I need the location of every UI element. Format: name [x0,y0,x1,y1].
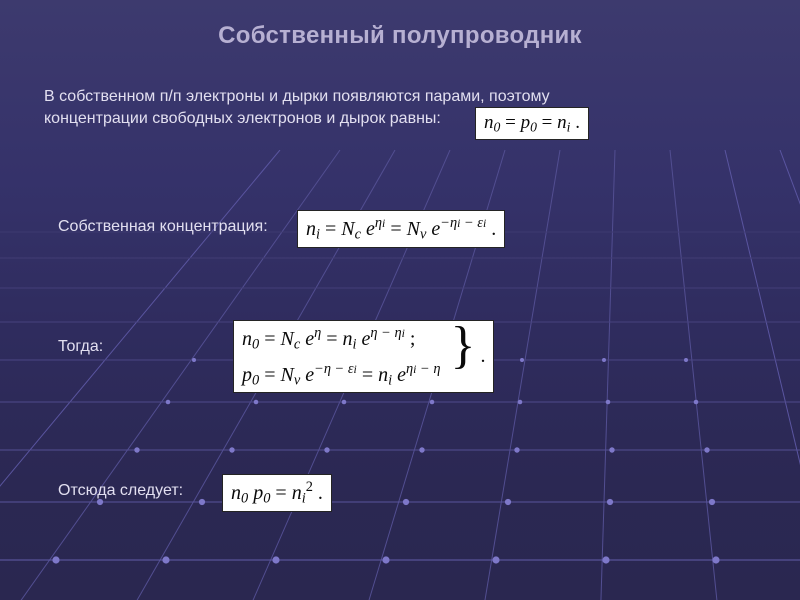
slide-content: Собственный полупроводник В собственном … [0,0,800,600]
eq3-brace: } . [445,345,485,367]
eq3-line2: p0 = Nv e−η − εi = ni eηi − η [242,360,440,390]
equation-n0-p0-ni: n0 = p0 = ni . [475,107,589,140]
equation-mass-action: n0 p0 = ni2 . [222,474,332,512]
slide-title: Собственный полупроводник [0,22,800,50]
equation-ni: ni = Nc eηi = Nv e−ηi − εi . [297,210,505,248]
equation-n0-p0-system: n0 = Nc eη = ni eη − ηi ; p0 = Nv e−η − … [233,320,494,393]
eq3-line1: n0 = Nc eη = ni eη − ηi ; [242,324,440,354]
label-hence: Отсюда следует: [58,482,760,500]
